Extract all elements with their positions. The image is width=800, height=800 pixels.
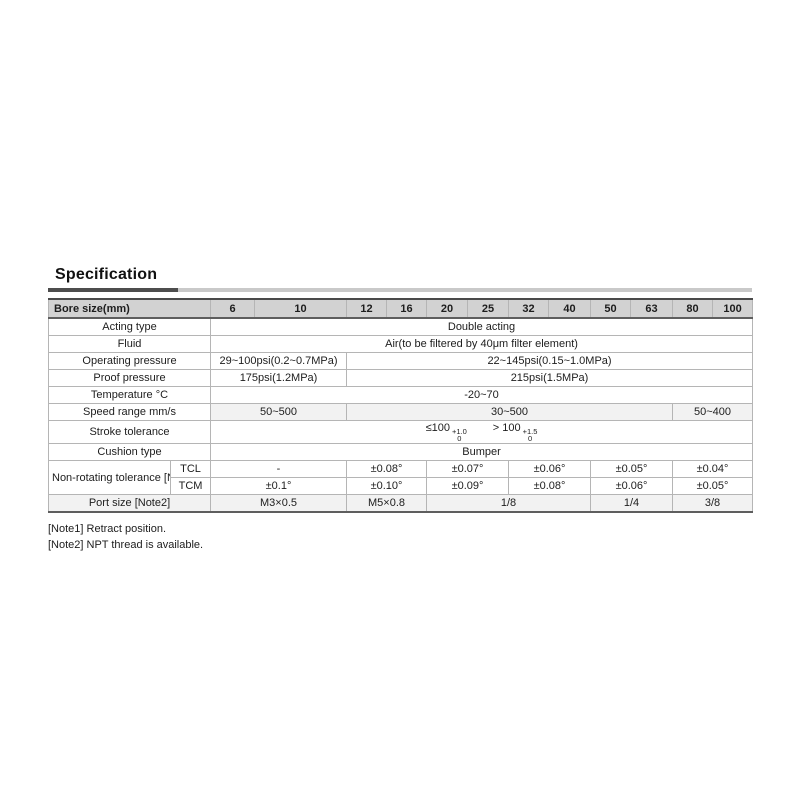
tcl-value-12-16: ±0.08° <box>346 460 428 478</box>
cushion-type-label: Cushion type <box>47 443 212 461</box>
bore-column-25: 25 <box>467 298 510 319</box>
row-port-size: Port size [Note2] M3×0.5 M5×0.8 1/8 1/4 … <box>47 494 754 513</box>
port-size-value-6-10: M3×0.5 <box>210 494 348 513</box>
stroke-tolerance-gt: > 100 <box>492 422 521 434</box>
spec-sheet: Specification Bore size(mm) 6 10 12 16 2… <box>47 266 754 553</box>
row-cushion-type: Cushion type Bumper <box>47 443 754 461</box>
bore-column-12: 12 <box>346 298 388 319</box>
fluid-label: Fluid <box>47 335 212 353</box>
stroke-tolerance-le: ≤100 <box>425 422 450 434</box>
row-operating-pressure: Operating pressure 29~100psi(0.2~0.7MPa)… <box>47 352 754 370</box>
row-non-rotating-tcl: Non-rotating tolerance [Note1] TCL - ±0.… <box>48 460 754 495</box>
table-header-row: Bore size(mm) 6 10 12 16 20 25 32 40 50 … <box>47 298 754 319</box>
operating-pressure-large-bore: 22~145psi(0.15~1.0MPa) <box>346 352 754 370</box>
row-stroke-tolerance: Stroke tolerance ≤100 +1.0 0 > 100 +1.5 0 <box>47 420 754 444</box>
acting-type-value: Double acting <box>210 317 754 336</box>
row-non-rotating-tcm: TCM ±0.1° ±0.10° ±0.09° ±0.08° ±0.06° ±0… <box>49 477 754 495</box>
title-underline-light <box>178 288 752 292</box>
cushion-type-value: Bumper <box>210 443 754 461</box>
bore-column-40: 40 <box>548 298 592 319</box>
row-proof-pressure: Proof pressure 175psi(1.2MPa) 215psi(1.5… <box>47 369 754 387</box>
bore-column-6: 6 <box>210 298 256 319</box>
tcm-value-20-25: ±0.09° <box>426 477 510 495</box>
tcl-value-32-40: ±0.06° <box>508 460 592 478</box>
speed-range-label: Speed range mm/s <box>47 403 212 421</box>
bore-column-16: 16 <box>386 298 428 319</box>
temperature-label: Temperature °C <box>47 386 212 404</box>
tcm-value-32-40: ±0.08° <box>508 477 592 495</box>
stroke-tolerance-label: Stroke tolerance <box>47 420 212 444</box>
port-size-value-80-100: 3/8 <box>672 494 754 513</box>
operating-pressure-label: Operating pressure <box>47 352 212 370</box>
tcm-value-80-100: ±0.05° <box>672 477 754 495</box>
tcm-value-6-10: ±0.1° <box>210 477 348 495</box>
proof-pressure-label: Proof pressure <box>47 369 212 387</box>
port-size-value-50-63: 1/4 <box>590 494 674 513</box>
tcl-value-80-100: ±0.04° <box>672 460 754 478</box>
bore-column-63: 63 <box>630 298 674 319</box>
proof-pressure-small-bore: 175psi(1.2MPa) <box>210 369 348 387</box>
tcl-label: TCL <box>169 460 212 478</box>
temperature-value: -20~70 <box>210 386 754 404</box>
port-size-value-12-16: M5×0.8 <box>346 494 428 513</box>
stroke-tolerance-gt-limits: +1.5 0 <box>522 427 538 443</box>
row-speed-range: Speed range mm/s 50~500 30~500 50~400 <box>47 403 754 421</box>
footnotes: [Note1] Retract position. [Note2] NPT th… <box>48 521 752 553</box>
note-1: [Note1] Retract position. <box>48 523 167 535</box>
stroke-tolerance-le-limits: +1.0 0 <box>451 427 467 443</box>
note-2: [Note2] NPT thread is available. <box>48 539 204 551</box>
bore-size-header: Bore size(mm) <box>47 298 212 319</box>
non-rotating-tolerance-label: Non-rotating tolerance [Note1] <box>48 460 171 495</box>
bore-column-80: 80 <box>672 298 714 319</box>
tcm-label: TCM <box>169 477 212 495</box>
bore-column-32: 32 <box>508 298 550 319</box>
bore-column-50: 50 <box>590 298 632 319</box>
acting-type-label: Acting type <box>47 317 212 336</box>
page-title: Specification <box>55 266 158 283</box>
tcl-value-20-25: ±0.07° <box>426 460 510 478</box>
title-underline <box>48 288 752 292</box>
stroke-tolerance-value: ≤100 +1.0 0 > 100 +1.5 0 <box>210 420 754 444</box>
row-acting-type: Acting type Double acting <box>47 317 754 336</box>
bore-column-20: 20 <box>426 298 469 319</box>
proof-pressure-large-bore: 215psi(1.5MPa) <box>346 369 754 387</box>
port-size-value-20-40: 1/8 <box>426 494 592 513</box>
bore-column-100: 100 <box>712 298 754 319</box>
title-underline-dark <box>48 288 178 292</box>
tcm-value-12-16: ±0.10° <box>346 477 428 495</box>
row-temperature: Temperature °C -20~70 <box>47 386 754 404</box>
port-size-label: Port size [Note2] <box>47 494 212 513</box>
operating-pressure-small-bore: 29~100psi(0.2~0.7MPa) <box>210 352 348 370</box>
tcl-value-50-63: ±0.05° <box>590 460 674 478</box>
bore-column-10: 10 <box>254 298 348 319</box>
specification-table: Bore size(mm) 6 10 12 16 20 25 32 40 50 … <box>47 298 754 513</box>
fluid-value: Air(to be filtered by 40μm filter elemen… <box>210 335 754 353</box>
tcm-value-50-63: ±0.06° <box>590 477 674 495</box>
speed-range-mid-bore: 30~500 <box>346 403 674 421</box>
speed-range-small-bore: 50~500 <box>210 403 348 421</box>
tcl-value-6-10: - <box>210 460 348 478</box>
row-fluid: Fluid Air(to be filtered by 40μm filter … <box>47 335 754 353</box>
speed-range-large-bore: 50~400 <box>672 403 754 421</box>
